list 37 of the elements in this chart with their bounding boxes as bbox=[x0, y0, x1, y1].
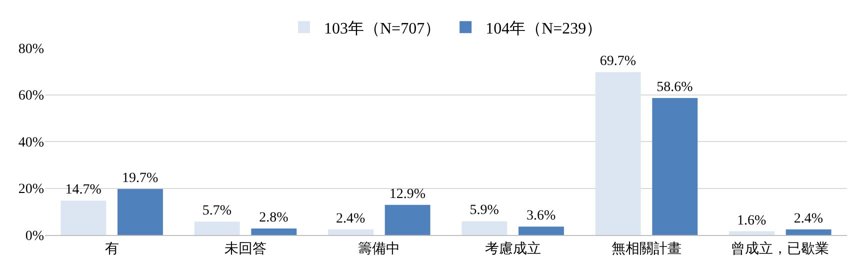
y-tick-label: 60% bbox=[18, 88, 44, 104]
data-label: 69.7% bbox=[600, 54, 636, 70]
data-label: 12.9% bbox=[389, 186, 426, 202]
bar bbox=[118, 188, 163, 235]
legend-label: 103年（N=707） bbox=[324, 20, 441, 38]
data-label: 5.7% bbox=[202, 204, 232, 219]
data-label: 2.8% bbox=[259, 210, 289, 226]
bar bbox=[328, 229, 374, 235]
bar bbox=[595, 72, 641, 235]
data-label: 3.6% bbox=[526, 208, 556, 224]
data-label: 58.6% bbox=[656, 80, 694, 96]
x-tick-label: 有 bbox=[104, 240, 119, 257]
data-label: 14.7% bbox=[65, 182, 102, 198]
y-tick-label: 80% bbox=[18, 42, 44, 57]
x-tick-label: 曾成立，已歇業 bbox=[731, 240, 830, 257]
data-label: 5.9% bbox=[470, 203, 500, 218]
data-label: 2.4% bbox=[794, 211, 824, 226]
y-tick-label: 0% bbox=[25, 228, 44, 244]
x-tick-label: 考慮成立 bbox=[484, 240, 541, 257]
legend-label: 104年（N=239） bbox=[486, 20, 602, 38]
bar bbox=[462, 221, 508, 235]
bar bbox=[652, 98, 698, 235]
data-label: 19.7% bbox=[122, 170, 158, 186]
bar bbox=[194, 222, 240, 235]
bar bbox=[786, 229, 832, 235]
y-tick-label: 20% bbox=[18, 182, 44, 198]
data-label: 2.4% bbox=[336, 211, 366, 226]
y-tick-label: 40% bbox=[18, 135, 44, 150]
bar bbox=[384, 204, 430, 235]
bar bbox=[60, 200, 106, 235]
bar bbox=[251, 228, 297, 235]
x-tick-label: 籌備中 bbox=[358, 240, 400, 257]
bar bbox=[729, 231, 774, 235]
x-tick-label: 未回答 bbox=[224, 240, 266, 257]
bar bbox=[518, 226, 564, 235]
data-label: 1.6% bbox=[737, 213, 767, 228]
x-tick-label: 無相關計畫 bbox=[612, 240, 682, 257]
